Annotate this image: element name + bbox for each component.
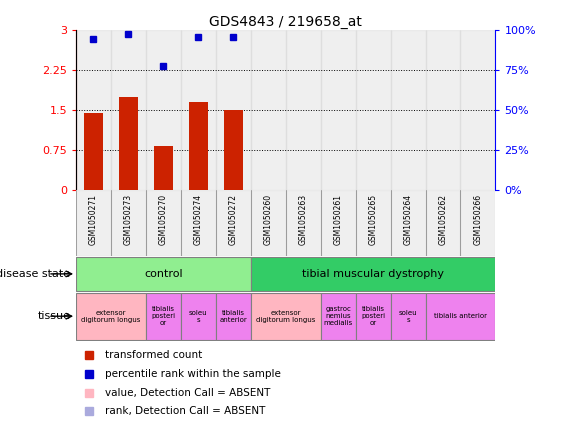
Bar: [76, 30, 111, 190]
Text: GSM1050264: GSM1050264: [404, 194, 413, 245]
Text: tibialis
posteri
or: tibialis posteri or: [151, 306, 176, 326]
Text: percentile rank within the sample: percentile rank within the sample: [105, 369, 282, 379]
Text: gastroc
nemius
medialis: gastroc nemius medialis: [324, 306, 353, 326]
Text: GSM1050265: GSM1050265: [369, 194, 378, 245]
Text: control: control: [144, 269, 183, 279]
Bar: [251, 293, 321, 340]
Bar: [216, 190, 251, 256]
Text: GSM1050274: GSM1050274: [194, 194, 203, 245]
Bar: [216, 293, 251, 340]
Bar: [321, 190, 356, 256]
Bar: [216, 30, 251, 190]
Text: disease state: disease state: [0, 269, 70, 279]
Text: value, Detection Call = ABSENT: value, Detection Call = ABSENT: [105, 388, 271, 398]
Bar: [111, 190, 146, 256]
Text: rank, Detection Call = ABSENT: rank, Detection Call = ABSENT: [105, 406, 266, 416]
Bar: [391, 293, 426, 340]
Bar: [181, 293, 216, 340]
Bar: [426, 293, 495, 340]
Bar: [356, 190, 391, 256]
Text: tibialis anterior: tibialis anterior: [434, 313, 487, 319]
Text: tibialis
posteri
or: tibialis posteri or: [361, 306, 385, 326]
Bar: [224, 110, 243, 190]
Bar: [84, 113, 103, 190]
Bar: [285, 30, 321, 190]
Bar: [321, 293, 356, 340]
Bar: [181, 30, 216, 190]
Text: soleu
s: soleu s: [189, 310, 208, 323]
Bar: [356, 30, 391, 190]
Text: GSM1050260: GSM1050260: [263, 194, 272, 245]
Bar: [76, 257, 251, 291]
Bar: [391, 190, 426, 256]
Bar: [146, 293, 181, 340]
Text: tissue: tissue: [37, 311, 70, 321]
Bar: [321, 30, 356, 190]
Bar: [154, 146, 173, 190]
Text: GSM1050271: GSM1050271: [89, 194, 98, 244]
Bar: [181, 190, 216, 256]
Bar: [76, 293, 146, 340]
Text: GSM1050262: GSM1050262: [439, 194, 448, 244]
Text: GSM1050273: GSM1050273: [124, 194, 133, 245]
Bar: [146, 30, 181, 190]
Text: soleu
s: soleu s: [399, 310, 417, 323]
Text: GSM1050263: GSM1050263: [299, 194, 308, 245]
Text: extensor
digitorum longus: extensor digitorum longus: [81, 310, 141, 323]
Title: GDS4843 / 219658_at: GDS4843 / 219658_at: [209, 14, 362, 29]
Bar: [461, 190, 495, 256]
Text: tibialis
anterior: tibialis anterior: [220, 310, 247, 323]
Bar: [391, 30, 426, 190]
Text: GSM1050261: GSM1050261: [334, 194, 343, 244]
Bar: [251, 30, 286, 190]
Text: transformed count: transformed count: [105, 349, 203, 360]
Bar: [426, 190, 461, 256]
Bar: [356, 293, 391, 340]
Bar: [146, 190, 181, 256]
Bar: [111, 30, 146, 190]
Bar: [461, 30, 495, 190]
Text: tibial muscular dystrophy: tibial muscular dystrophy: [302, 269, 444, 279]
Bar: [285, 190, 321, 256]
Bar: [251, 190, 286, 256]
Bar: [76, 190, 111, 256]
Bar: [426, 30, 461, 190]
Text: GSM1050272: GSM1050272: [229, 194, 238, 244]
Text: GSM1050266: GSM1050266: [473, 194, 482, 245]
Text: GSM1050270: GSM1050270: [159, 194, 168, 245]
Bar: [251, 257, 495, 291]
Bar: [189, 102, 208, 190]
Text: extensor
digitorum longus: extensor digitorum longus: [256, 310, 315, 323]
Bar: [119, 96, 138, 190]
